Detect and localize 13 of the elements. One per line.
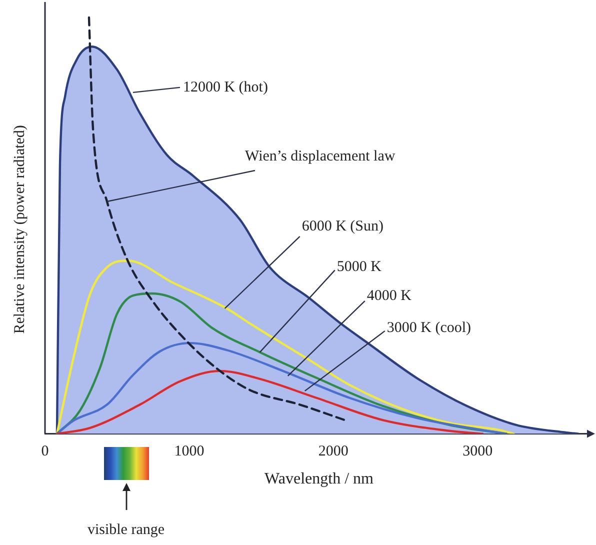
text: visible range [87, 522, 165, 538]
annotation: 5000 K [336, 259, 382, 276]
annotation: 3000 K (cool) [386, 320, 472, 336]
x-tick-label: 0 [41, 444, 49, 460]
annotation: 6000 K (Sun) [302, 218, 384, 234]
x-tick-label: 2000 [318, 444, 348, 460]
annotation: Wien’s displacement law [245, 148, 396, 164]
annotation: 12000 K (hot) [182, 79, 268, 96]
annotation: 4000 K [366, 288, 412, 304]
y-axis-title: Relative intensity (power radiated) [12, 125, 28, 334]
x-tick-label: 3000 [462, 444, 493, 460]
x-axis-title: Wavelength / nm [264, 470, 374, 488]
x-tick-label: 1000 [174, 444, 204, 460]
